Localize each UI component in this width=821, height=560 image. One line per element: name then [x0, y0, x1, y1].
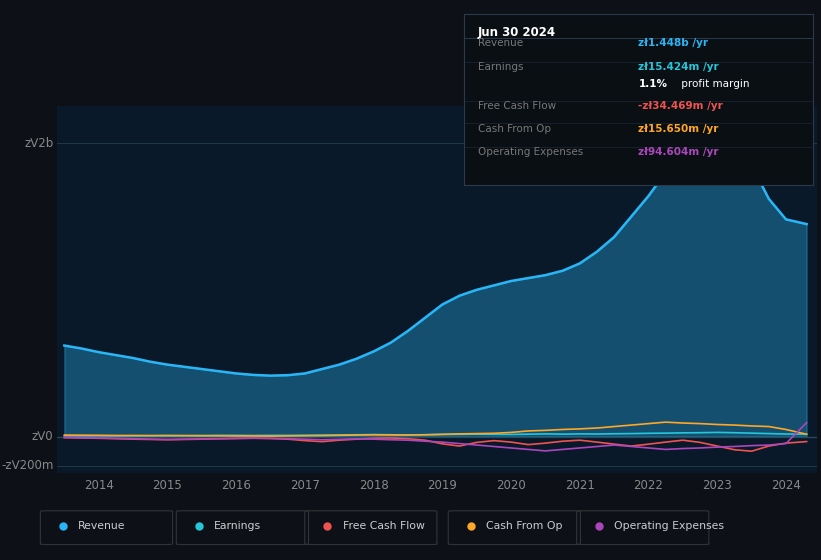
- Text: zᐯ0: zᐯ0: [32, 430, 53, 443]
- Text: Jun 30 2024: Jun 30 2024: [478, 26, 556, 39]
- Text: Operating Expenses: Operating Expenses: [478, 147, 583, 157]
- Text: zᐯ2b: zᐯ2b: [24, 137, 53, 150]
- Text: zł15.650m /yr: zł15.650m /yr: [639, 124, 718, 133]
- Text: Free Cash Flow: Free Cash Flow: [478, 101, 556, 111]
- Text: Free Cash Flow: Free Cash Flow: [342, 521, 424, 531]
- Text: Cash From Op: Cash From Op: [478, 124, 551, 133]
- Text: Earnings: Earnings: [478, 62, 523, 72]
- Text: zł15.424m /yr: zł15.424m /yr: [639, 62, 719, 72]
- Text: profit margin: profit margin: [678, 79, 750, 89]
- Text: Earnings: Earnings: [214, 521, 261, 531]
- Text: 1.1%: 1.1%: [639, 79, 667, 89]
- Text: -zł34.469m /yr: -zł34.469m /yr: [639, 101, 723, 111]
- Text: Revenue: Revenue: [78, 521, 126, 531]
- Text: zł1.448b /yr: zł1.448b /yr: [639, 38, 709, 48]
- Text: -zᐯ200m: -zᐯ200m: [1, 459, 53, 473]
- Text: Cash From Op: Cash From Op: [486, 521, 562, 531]
- Text: zł94.604m /yr: zł94.604m /yr: [639, 147, 719, 157]
- Text: Operating Expenses: Operating Expenses: [614, 521, 724, 531]
- Text: Revenue: Revenue: [478, 38, 523, 48]
